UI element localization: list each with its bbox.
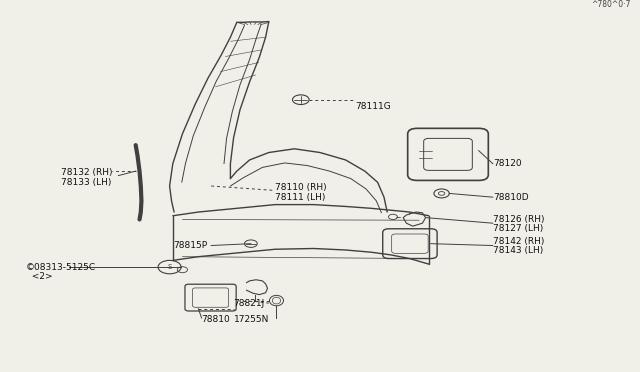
Text: 78111 (LH): 78111 (LH) xyxy=(275,193,326,202)
Text: 78815P: 78815P xyxy=(173,241,207,250)
Text: <2>: <2> xyxy=(26,272,52,280)
Text: 78810: 78810 xyxy=(202,315,230,324)
Text: 17255N: 17255N xyxy=(234,315,269,324)
Text: 78821J: 78821J xyxy=(234,299,265,308)
Text: 78110 (RH): 78110 (RH) xyxy=(275,183,327,192)
Text: 78810D: 78810D xyxy=(493,193,529,202)
Text: ©08313-5125C: ©08313-5125C xyxy=(26,263,96,272)
Text: ^780^0·7: ^780^0·7 xyxy=(591,0,630,9)
Text: 78111G: 78111G xyxy=(355,102,391,110)
Text: 78133 (LH): 78133 (LH) xyxy=(61,178,111,187)
Text: 78132 (RH): 78132 (RH) xyxy=(61,169,112,177)
Text: 78120: 78120 xyxy=(493,159,522,168)
Text: 78143 (LH): 78143 (LH) xyxy=(493,246,543,255)
Text: 78142 (RH): 78142 (RH) xyxy=(493,237,544,246)
Text: 78126 (RH): 78126 (RH) xyxy=(493,215,544,224)
Text: S: S xyxy=(168,264,172,270)
Text: 78127 (LH): 78127 (LH) xyxy=(493,224,543,232)
